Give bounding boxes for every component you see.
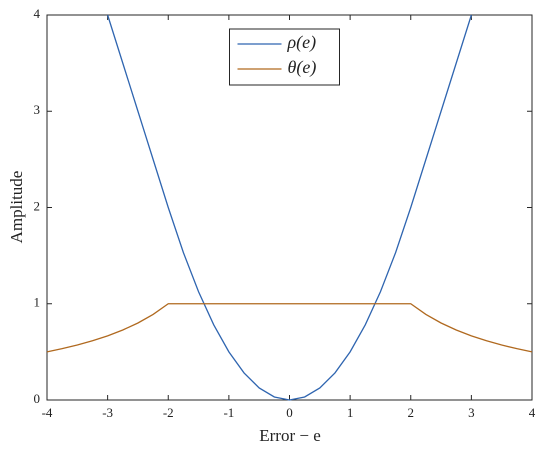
y-tick-label: 1: [34, 295, 41, 310]
x-tick-label: 2: [408, 405, 415, 420]
x-tick-label: -4: [42, 405, 53, 420]
y-axis-label: Amplitude: [7, 171, 26, 244]
x-tick-label: 0: [286, 405, 293, 420]
y-tick-label: 4: [34, 6, 41, 21]
data-line: [107, 14, 472, 401]
x-tick-label: -1: [223, 405, 234, 420]
x-tick-label: -3: [102, 405, 113, 420]
x-axis-label: Error − e: [259, 426, 321, 445]
x-tick-label: 4: [529, 405, 536, 420]
legend-label: ρ(e): [287, 32, 317, 53]
y-tick-label: 3: [34, 102, 41, 117]
data-line: [46, 303, 533, 353]
y-tick-label: 2: [34, 198, 41, 213]
x-tick-label: 3: [468, 405, 475, 420]
x-tick-label: -2: [163, 405, 174, 420]
legend-label: θ(e): [288, 57, 317, 78]
legend-box: [229, 28, 340, 86]
y-tick-label: 0: [34, 391, 41, 406]
x-tick-label: 1: [347, 405, 354, 420]
